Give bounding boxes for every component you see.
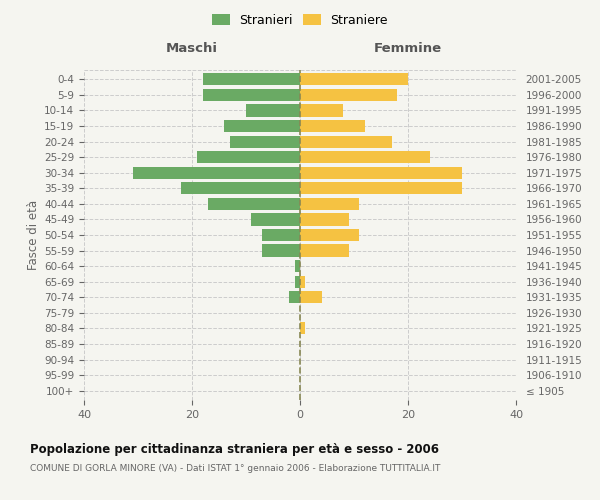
Bar (300, 104, 343, 117)
Bar (300, 214, 349, 226)
Bar (295, 276, 300, 288)
Bar (262, 244, 300, 256)
Bar (300, 151, 430, 163)
Bar (251, 214, 300, 226)
Bar (197, 151, 300, 163)
Bar (300, 136, 392, 147)
Bar (300, 74, 408, 86)
Bar (300, 244, 349, 256)
Y-axis label: Anni di nascita: Anni di nascita (596, 192, 600, 278)
Bar (246, 104, 300, 117)
Bar (300, 322, 305, 334)
Bar (262, 229, 300, 241)
Bar (208, 198, 300, 210)
Bar (300, 182, 462, 194)
Text: COMUNE DI GORLA MINORE (VA) - Dati ISTAT 1° gennaio 2006 - Elaborazione TUTTITAL: COMUNE DI GORLA MINORE (VA) - Dati ISTAT… (30, 464, 440, 473)
Legend: Stranieri, Straniere: Stranieri, Straniere (207, 8, 393, 32)
Bar (300, 166, 462, 179)
Bar (181, 182, 300, 194)
Bar (300, 291, 322, 304)
Bar (230, 136, 300, 147)
Text: Maschi: Maschi (166, 42, 218, 55)
Bar (300, 198, 359, 210)
Bar (300, 229, 359, 241)
Text: Femmine: Femmine (374, 42, 442, 55)
Bar (203, 74, 300, 86)
Text: Popolazione per cittadinanza straniera per età e sesso - 2006: Popolazione per cittadinanza straniera p… (30, 442, 439, 456)
Bar (203, 89, 300, 101)
Bar (295, 260, 300, 272)
Bar (224, 120, 300, 132)
Bar (289, 291, 300, 304)
Bar (300, 120, 365, 132)
Y-axis label: Fasce di età: Fasce di età (27, 200, 40, 270)
Bar (300, 89, 397, 101)
Bar (300, 276, 305, 288)
Bar (133, 166, 300, 179)
